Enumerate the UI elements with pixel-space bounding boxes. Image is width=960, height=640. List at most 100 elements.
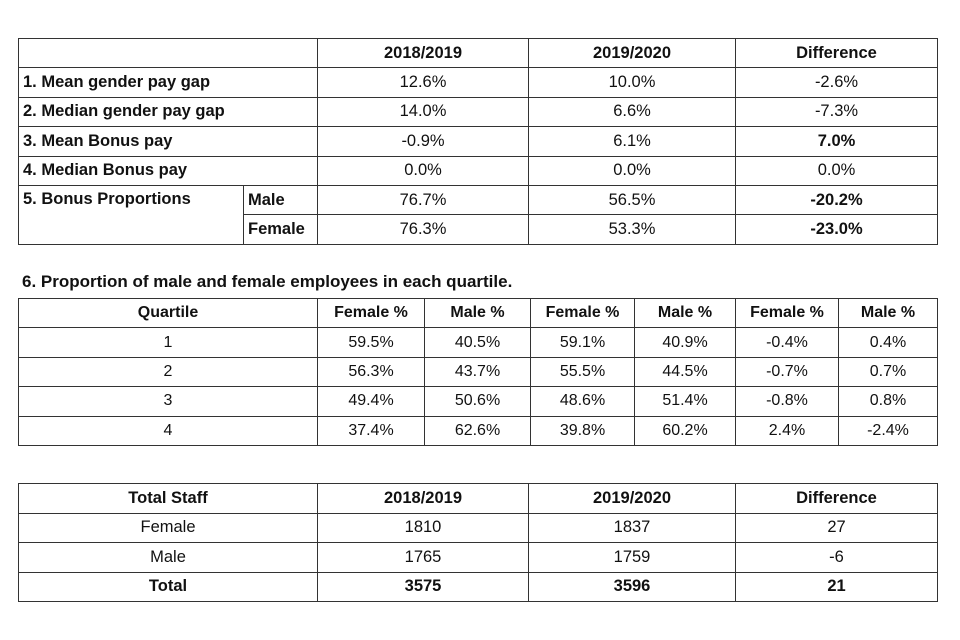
header-cell: Male %	[634, 297, 736, 329]
table-row: 2 56.3% 43.7% 55.5% 44.5% -0.7% 0.7%	[18, 356, 938, 388]
header-cell: 2019/2020	[528, 37, 736, 69]
cell: 49.4%	[317, 386, 425, 417]
cell: 6.1%	[528, 126, 736, 157]
cell: -2.6%	[735, 67, 938, 98]
cell: Male	[18, 542, 318, 573]
cell: 39.8%	[530, 415, 635, 446]
cell: 21	[735, 571, 938, 602]
header-cell: 2019/2020	[528, 483, 736, 514]
cell: 53.3%	[528, 214, 736, 245]
table-row: Male 1765 1759 -6	[18, 542, 938, 573]
cell: 76.3%	[317, 214, 529, 245]
table-header-row: 2018/2019 2019/2020 Difference	[18, 37, 938, 69]
cell: -0.9%	[317, 126, 529, 157]
row-label: 5. Bonus Proportions	[18, 184, 244, 245]
cell: 59.5%	[317, 327, 425, 358]
cell: 55.5%	[530, 356, 635, 388]
header-cell: 2018/2019	[317, 37, 529, 69]
cell: 1810	[317, 512, 529, 543]
cell: 1	[18, 327, 318, 358]
table-total-row: Total 3575 3596 21	[18, 571, 938, 602]
table-row: 1. Mean gender pay gap 12.6% 10.0% -2.6%	[18, 67, 938, 98]
cell: 12.6%	[317, 67, 529, 98]
cell: 40.9%	[634, 327, 736, 358]
quartile-table: Quartile Female % Male % Female % Male %…	[18, 297, 938, 446]
cell: -0.7%	[735, 356, 839, 388]
header-cell	[18, 37, 318, 69]
cell: 14.0%	[317, 96, 529, 128]
cell: 1837	[528, 512, 736, 543]
header-cell: Male %	[424, 297, 531, 329]
row-label: 1. Mean gender pay gap	[18, 67, 318, 98]
cell: -20.2%	[735, 184, 938, 216]
table-header-row: Total Staff 2018/2019 2019/2020 Differen…	[18, 483, 938, 514]
header-cell: Quartile	[18, 297, 318, 329]
table-row: 2. Median gender pay gap 14.0% 6.6% -7.3…	[18, 96, 938, 128]
cell: Total	[18, 571, 318, 602]
cell: 27	[735, 512, 938, 543]
table-row: Female 1810 1837 27	[18, 512, 938, 543]
sub-label: Female	[243, 214, 318, 245]
cell: 50.6%	[424, 386, 531, 417]
cell: 4	[18, 415, 318, 446]
pay-gap-summary-table: 2018/2019 2019/2020 Difference 1. Mean g…	[18, 37, 938, 245]
cell: -7.3%	[735, 96, 938, 128]
cell: 44.5%	[634, 356, 736, 388]
cell: Female	[18, 512, 318, 543]
header-cell: Total Staff	[18, 483, 318, 514]
cell: -0.8%	[735, 386, 839, 417]
cell: 10.0%	[528, 67, 736, 98]
cell: 48.6%	[530, 386, 635, 417]
header-cell: Difference	[735, 483, 938, 514]
cell: 60.2%	[634, 415, 736, 446]
cell: 7.0%	[735, 126, 938, 157]
table-row: 3. Mean Bonus pay -0.9% 6.1% 7.0%	[18, 126, 938, 157]
cell: 2	[18, 356, 318, 388]
table-header-row: Quartile Female % Male % Female % Male %…	[18, 297, 938, 329]
row-label: 4. Median Bonus pay	[18, 155, 318, 186]
cell: 2.4%	[735, 415, 839, 446]
cell: 0.0%	[735, 155, 938, 186]
header-cell: Female %	[317, 297, 425, 329]
cell: 59.1%	[530, 327, 635, 358]
table-row: 4. Median Bonus pay 0.0% 0.0% 0.0%	[18, 155, 938, 186]
staff-table: Total Staff 2018/2019 2019/2020 Differen…	[18, 483, 938, 602]
header-cell: Female %	[530, 297, 635, 329]
cell: 37.4%	[317, 415, 425, 446]
table-row: Female 76.3% 53.3% -23.0%	[19, 214, 938, 245]
cell: 6.6%	[528, 96, 736, 128]
table-row: 5. Bonus Proportions Male 76.7% 56.5% -2…	[18, 184, 938, 245]
table-row: 4 37.4% 62.6% 39.8% 60.2% 2.4% -2.4%	[18, 415, 938, 446]
cell: 1759	[528, 542, 736, 573]
row-label: 3. Mean Bonus pay	[18, 126, 318, 157]
quartile-section-title: 6. Proportion of male and female employe…	[22, 272, 513, 291]
cell: 43.7%	[424, 356, 531, 388]
cell: -2.4%	[838, 415, 938, 446]
cell: 40.5%	[424, 327, 531, 358]
cell: 1765	[317, 542, 529, 573]
cell: 3	[18, 386, 318, 417]
cell: 76.7%	[317, 184, 529, 216]
cell: 0.7%	[838, 356, 938, 388]
cell: 3575	[317, 571, 529, 602]
cell: 3596	[528, 571, 736, 602]
cell: 51.4%	[634, 386, 736, 417]
cell: -0.4%	[735, 327, 839, 358]
table-row: 3 49.4% 50.6% 48.6% 51.4% -0.8% 0.8%	[18, 386, 938, 417]
sub-label: Male	[243, 184, 318, 216]
cell: -23.0%	[735, 214, 938, 245]
cell: 56.3%	[317, 356, 425, 388]
header-cell: Male %	[838, 297, 938, 329]
header-cell: 2018/2019	[317, 483, 529, 514]
cell: 0.0%	[528, 155, 736, 186]
header-cell: Difference	[735, 37, 938, 69]
header-cell: Female %	[735, 297, 839, 329]
cell: 0.8%	[838, 386, 938, 417]
cell: 62.6%	[424, 415, 531, 446]
table-row: 1 59.5% 40.5% 59.1% 40.9% -0.4% 0.4%	[18, 327, 938, 358]
row-label: 2. Median gender pay gap	[18, 96, 318, 128]
cell: 0.0%	[317, 155, 529, 186]
cell: -6	[735, 542, 938, 573]
cell: 0.4%	[838, 327, 938, 358]
cell: 56.5%	[528, 184, 736, 216]
